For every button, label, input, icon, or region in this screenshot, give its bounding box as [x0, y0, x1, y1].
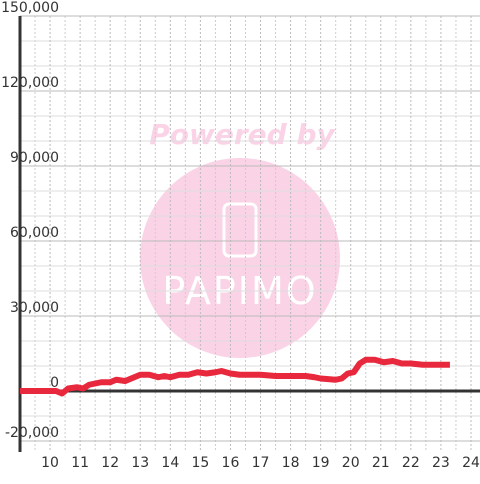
y-tick-label: 60,000 [10, 225, 59, 241]
x-tick-label: 13 [131, 455, 149, 471]
x-tick-label: 17 [252, 455, 270, 471]
x-tick-label: 12 [101, 455, 119, 471]
watermark-text: Powered by [149, 118, 336, 151]
x-tick-label: 19 [312, 455, 330, 471]
data-line [20, 356, 450, 397]
y-tick-label: 90,000 [10, 150, 59, 166]
y-tick-label: 120,000 [1, 75, 59, 91]
y-tick-label: 150,000 [1, 0, 59, 16]
watermark-icon [222, 202, 258, 258]
x-tick-label: 16 [222, 455, 240, 471]
x-tick-label: 11 [71, 455, 89, 471]
x-tick-label: 20 [342, 455, 360, 471]
y-tick-label: -20,000 [5, 425, 59, 441]
x-tick-label: 22 [402, 455, 420, 471]
x-tick-label: 10 [41, 455, 59, 471]
x-tick-label: 23 [432, 455, 450, 471]
x-tick-label: 14 [161, 455, 179, 471]
x-tick-label: 18 [282, 455, 300, 471]
y-tick-label: 0 [50, 375, 59, 391]
y-tick-label: 30,000 [10, 300, 59, 316]
x-tick-label: 21 [372, 455, 390, 471]
x-tick-label: 15 [191, 455, 209, 471]
x-tick-label: 24 [462, 455, 480, 471]
watermark-circle [140, 158, 340, 358]
